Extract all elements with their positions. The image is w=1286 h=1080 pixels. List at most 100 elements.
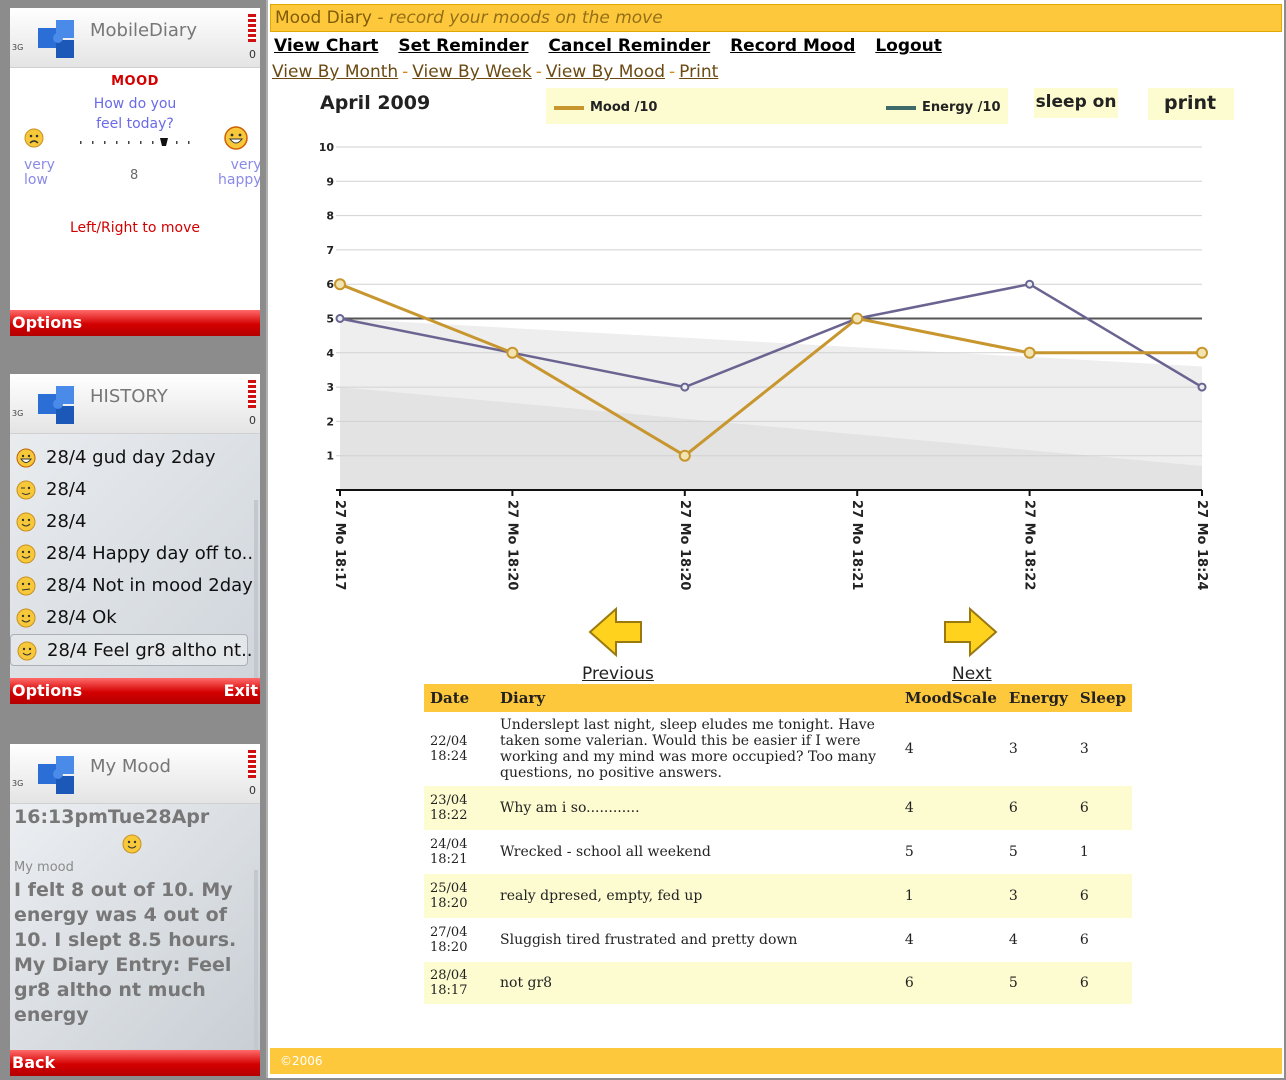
mood-chart: 1 2 3 4 5 6 7 8 9 10 27 Mo 18:17 27 Mo 18:20 27 Mo 1… — [268, 84, 1268, 614]
previous-link[interactable]: Previous — [582, 664, 654, 684]
series-mood-point — [678, 449, 691, 462]
legend-mood: Mood /10 — [554, 100, 657, 115]
options-softkey[interactable]: Options — [12, 313, 83, 332]
battery-level: 0 — [249, 784, 256, 797]
chart-title: April 2009 — [320, 92, 431, 114]
main-nav: View Chart Set Reminder Cancel Reminder … — [274, 36, 956, 56]
options-softkey[interactable]: Options — [12, 681, 83, 700]
smiley-icon — [16, 608, 36, 628]
subnav-print[interactable]: Print — [679, 62, 719, 82]
signal-indicator: 3G — [12, 43, 24, 52]
y-tick-label: 7 — [326, 244, 334, 257]
battery-icon — [248, 14, 256, 42]
history-item[interactable]: 28/4 Happy day off to... — [10, 538, 259, 570]
softkey-bar: Options Exit — [10, 678, 260, 704]
col-diary: Diary — [494, 684, 899, 712]
table-row: 25/04 18:20 realy dpresed, empty, fed up … — [424, 874, 1132, 918]
history-item-selected[interactable]: 28/4 Feel gr8 altho nt... — [10, 634, 258, 666]
history-item[interactable]: 28/4 — [10, 474, 248, 506]
grin-smiley-icon — [16, 448, 36, 468]
nav-record-mood[interactable]: Record Mood — [730, 36, 856, 56]
subnav-view-by-mood[interactable]: View By Mood — [545, 62, 666, 82]
print-button[interactable]: print — [1148, 88, 1234, 120]
cell-sleep: 6 — [1073, 962, 1132, 1004]
cell-mood: 4 — [898, 712, 1003, 786]
x-tick-label: 27 Mo 18:17 — [332, 500, 347, 590]
mood-value: 8 — [130, 168, 139, 183]
x-tick-label: 27 Mo 18:24 — [1194, 500, 1209, 590]
sad-smiley-icon — [24, 128, 44, 148]
x-tick-label: 27 Mo 18:20 — [504, 500, 519, 590]
nav-view-chart[interactable]: View Chart — [274, 36, 379, 56]
exit-softkey[interactable]: Exit — [223, 681, 258, 700]
series-mood-point — [334, 278, 346, 291]
x-tick-label: 27 Mo 18:22 — [1022, 500, 1037, 590]
legend-mood-swatch — [554, 105, 584, 110]
cell-date: 25/04 18:20 — [424, 874, 494, 918]
phone-header: My Mood 3G 0 — [10, 744, 260, 804]
previous-arrow-icon[interactable] — [586, 606, 646, 658]
nav-logout[interactable]: Logout — [875, 36, 942, 56]
scrollbar[interactable] — [254, 500, 258, 704]
sub-nav: View By Month - View By Week - View By Mood -… — [272, 62, 719, 82]
cell-energy: 3 — [1002, 712, 1074, 786]
puzzle-logo-icon — [38, 756, 74, 794]
cell-diary: Wrecked - school all weekend — [494, 830, 899, 874]
y-tick-label: 6 — [326, 278, 334, 291]
cell-date: 28/04 18:17 — [424, 962, 494, 1004]
subnav-view-by-month[interactable]: View By Month — [272, 62, 399, 82]
smiley-icon — [16, 512, 36, 532]
subnav-view-by-week[interactable]: View By Week — [412, 62, 532, 82]
neutral-smiley-icon — [16, 576, 36, 596]
scale-low-label: very low — [24, 157, 55, 188]
nav-cancel-reminder[interactable]: Cancel Reminder — [548, 36, 711, 56]
puzzle-logo-icon — [38, 386, 74, 424]
cell-diary: Sluggish tired frustrated and pretty dow… — [494, 918, 899, 962]
chart-legend: Mood /10 Energy /10 — [546, 88, 1008, 124]
back-softkey[interactable]: Back — [12, 1053, 56, 1072]
app-title: MobileDiary — [90, 20, 197, 41]
site-tagline: - record your moods on the move — [377, 8, 663, 28]
y-tick-label: 4 — [326, 347, 334, 360]
phone-my-mood-screen: My Mood 3G 0 16:13pmTue28Apr My mood I f… — [10, 744, 260, 1076]
history-item[interactable]: 28/4 Ok — [10, 602, 248, 634]
mood-label: My mood — [14, 860, 74, 875]
signal-indicator: 3G — [12, 779, 24, 788]
history-item[interactable]: 28/4 gud day 2day — [10, 442, 248, 474]
history-item[interactable]: 28/4 Not in mood 2day — [10, 570, 253, 602]
history-item[interactable]: 28/4 — [10, 506, 248, 538]
mood-picker: MOOD How do you feel today? — [10, 68, 260, 310]
battery-level: 0 — [249, 48, 256, 61]
series-energy-point — [680, 382, 690, 392]
cell-mood: 6 — [898, 962, 1003, 1004]
next-link[interactable]: Next — [952, 664, 992, 684]
mood-diary-web-page: Mood Diary - record your moods on the mo… — [266, 0, 1284, 1078]
sleep-toggle-button[interactable]: sleep on — [1034, 88, 1118, 118]
y-tick-label: 1 — [326, 450, 334, 463]
mood-slider[interactable] — [78, 138, 198, 146]
next-arrow-icon[interactable] — [940, 606, 1000, 658]
phone-header: HISTORY 3G 0 — [10, 374, 260, 434]
cell-sleep: 1 — [1073, 830, 1132, 874]
battery-level: 0 — [249, 414, 256, 427]
nav-set-reminder[interactable]: Set Reminder — [398, 36, 529, 56]
legend-energy: Energy /10 — [886, 100, 1001, 115]
cell-sleep: 6 — [1073, 918, 1132, 962]
phone-header: MobileDiary 3G 0 — [10, 8, 260, 68]
cell-diary: realy dpresed, empty, fed up — [494, 874, 899, 918]
series-mood-line — [339, 282, 1202, 458]
table-header-row: Date Diary MoodScale Energy Sleep — [424, 684, 1132, 712]
chart-shade-band — [340, 387, 1202, 490]
site-header: Mood Diary - record your moods on the mo… — [270, 4, 1282, 32]
series-mood-point — [1196, 346, 1208, 359]
cell-energy: 6 — [1002, 786, 1074, 830]
cell-mood: 5 — [898, 830, 1003, 874]
series-energy-line — [339, 282, 1203, 389]
cell-mood: 4 — [898, 786, 1003, 830]
wink-smiley-icon — [16, 480, 36, 500]
scrollbar[interactable] — [254, 870, 258, 1076]
cell-sleep: 6 — [1073, 874, 1132, 918]
series-energy-point — [335, 314, 345, 323]
softkey-bar: Back — [10, 1050, 260, 1076]
cell-energy: 3 — [1002, 874, 1074, 918]
